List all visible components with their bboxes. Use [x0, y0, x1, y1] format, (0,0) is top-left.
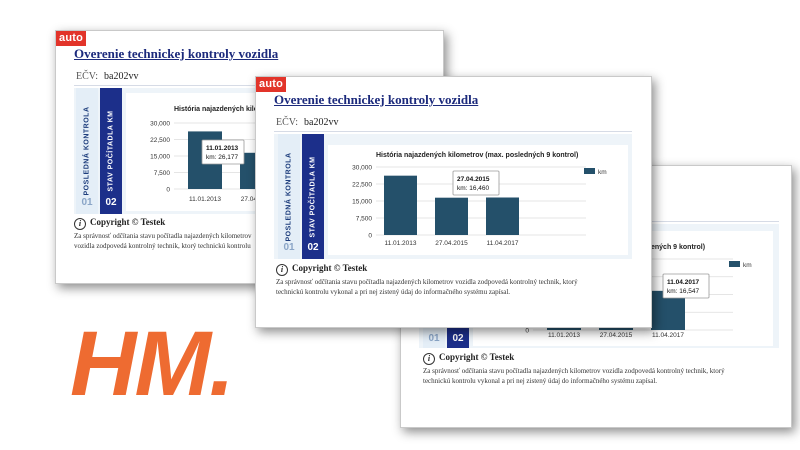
- y-tick-label: 22,500: [150, 137, 170, 144]
- tab2-label: STAV POČÍTADLA KM: [309, 156, 317, 237]
- tab-posledna-kontrola[interactable]: POSLEDNÁ KONTROLA: [278, 134, 300, 259]
- tab2-number[interactable]: 02: [452, 333, 464, 344]
- disclaimer-note: Za správnosť odčítania stavu počítadla n…: [276, 278, 578, 296]
- tooltip-box: [662, 273, 710, 299]
- legend-label: km: [743, 262, 752, 269]
- auto-logo: auto: [256, 77, 287, 92]
- chart-title: História najazdených kilometrov (max. po…: [376, 152, 578, 159]
- ecv-value: ba202vv: [304, 117, 339, 128]
- x-tick-label: 11.04.2017: [486, 240, 518, 247]
- copyright-text: Copyright © Testek: [292, 263, 368, 273]
- tooltip-date: 11.01.2013: [206, 145, 239, 152]
- y-tick-label: 30,000: [150, 121, 170, 128]
- info-icon: i: [74, 218, 86, 230]
- legend-label: km: [598, 169, 607, 176]
- tooltip-date: 11.04.2017: [667, 279, 700, 286]
- tooltip-value: km: 26,177: [206, 154, 239, 161]
- tooltip-box: [201, 139, 245, 165]
- legend-swatch: [584, 168, 595, 174]
- screenshot-card-center: auto Overenie technickej kontroly vozidl…: [255, 76, 652, 328]
- copyright: i Copyright © Testek: [276, 263, 367, 276]
- auto-logo: auto: [56, 31, 87, 46]
- tab2-label: STAV POČÍTADLA KM: [107, 110, 115, 192]
- chart-bar: [435, 197, 468, 235]
- tooltip-date: 27.04.2015: [457, 176, 490, 183]
- tab2-number[interactable]: 02: [105, 197, 117, 208]
- x-tick-label: 27.04.2015: [600, 332, 633, 339]
- copyright-text: Copyright © Testek: [439, 352, 515, 362]
- copyright-text: Copyright © Testek: [90, 217, 166, 227]
- ecv-row: EČV: ba202vv: [276, 117, 339, 128]
- copyright: i Copyright © Testek: [423, 352, 514, 365]
- chart-title: História najazdených kilom: [174, 106, 264, 113]
- chart-bar: [384, 175, 417, 235]
- chart-area: História najazdených kilometrov (max. po…: [328, 145, 628, 255]
- tab-stav-pocitadla-km[interactable]: STAV POČÍTADLA KM: [302, 134, 324, 259]
- y-tick-label: 22,500: [352, 182, 372, 189]
- y-tick-label: 7,500: [154, 170, 171, 177]
- ecv-label: EČV:: [276, 117, 299, 128]
- divider: [274, 131, 632, 132]
- tab-posledna-kontrola[interactable]: POSLEDNÁ KONTROLA: [76, 88, 98, 214]
- info-icon: i: [423, 353, 435, 365]
- x-tick-label: 11.01.2013: [548, 332, 580, 339]
- tooltip-value: km: 16,460: [457, 185, 490, 192]
- tooltip-box: [452, 170, 500, 196]
- disclaimer-note: Za správnosť odčítania stavu počítadla n…: [74, 232, 252, 250]
- y-tick-label: 0: [166, 187, 170, 194]
- x-tick-label: 11.01.2013: [189, 196, 221, 203]
- tab1-label: POSLEDNÁ KONTROLA: [285, 152, 293, 241]
- copyright: i Copyright © Testek: [74, 217, 165, 230]
- tab1-number[interactable]: 01: [283, 242, 295, 253]
- y-tick-label: 15,000: [150, 154, 170, 161]
- tooltip-value: km: 16,547: [667, 288, 700, 295]
- chart-title: ených 9 kontrol): [651, 244, 705, 251]
- y-tick-label: 7,500: [356, 216, 373, 223]
- y-tick-label: 0: [368, 233, 372, 240]
- ecv-row: EČV: ba202vv: [76, 71, 139, 82]
- ecv-value: ba202vv: [104, 71, 139, 82]
- legend-swatch: [729, 261, 740, 267]
- tab1-number[interactable]: 01: [428, 333, 440, 344]
- disclaimer-note: Za správnosť odčítania stavu počítadla n…: [423, 367, 725, 385]
- tab-stav-pocitadla-km[interactable]: STAV POČÍTADLA KM: [100, 88, 122, 214]
- x-tick-label: 27.04.2015: [435, 240, 468, 247]
- y-tick-label: 0: [525, 328, 529, 335]
- tab2-number[interactable]: 02: [307, 242, 319, 253]
- page-title[interactable]: Overenie technickej kontroly vozidla: [74, 46, 279, 61]
- y-tick-label: 30,000: [352, 165, 372, 172]
- chart-bar: [486, 197, 519, 235]
- tab1-number[interactable]: 01: [81, 197, 93, 208]
- ecv-label: EČV:: [76, 71, 99, 82]
- y-tick-label: 15,000: [352, 199, 372, 206]
- hm-watermark-logo: HM.: [70, 313, 235, 415]
- x-tick-label: 11.01.2013: [384, 240, 416, 247]
- tab1-label: POSLEDNÁ KONTROLA: [83, 106, 91, 196]
- x-tick-label: 11.04.2017: [652, 332, 684, 339]
- km-history-chart: História najazdených kilometrov (max. po…: [352, 152, 607, 247]
- info-icon: i: [276, 264, 288, 276]
- page-title[interactable]: Overenie technickej kontroly vozidla: [274, 92, 479, 107]
